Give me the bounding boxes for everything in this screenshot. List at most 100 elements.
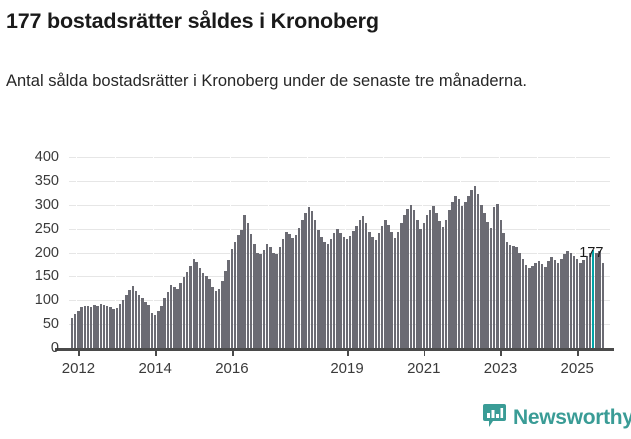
y-axis-tick-label: 150 xyxy=(34,268,59,285)
bar xyxy=(527,267,531,348)
bar xyxy=(99,304,103,348)
year-separator xyxy=(306,157,308,348)
bar xyxy=(400,222,403,348)
x-axis-tick-label: 2019 xyxy=(330,360,364,377)
bar xyxy=(77,310,80,348)
bar xyxy=(201,272,205,348)
bar xyxy=(208,279,211,348)
bar xyxy=(377,233,381,348)
bar xyxy=(585,256,589,348)
bar xyxy=(486,221,489,348)
bar xyxy=(195,262,198,348)
bar xyxy=(86,305,90,348)
bar xyxy=(70,318,74,348)
bar xyxy=(511,245,515,348)
bar xyxy=(464,201,467,348)
year-separator xyxy=(421,157,423,348)
bar xyxy=(457,199,461,348)
x-axis-tick-label: 2023 xyxy=(483,360,518,377)
bar xyxy=(323,242,326,348)
x-axis-tick xyxy=(155,350,157,356)
year-separator xyxy=(345,157,346,348)
bar xyxy=(496,203,499,348)
bar xyxy=(137,294,141,348)
x-axis-tick xyxy=(500,350,503,356)
bar xyxy=(422,222,426,348)
bar xyxy=(89,306,93,348)
bar xyxy=(307,206,310,348)
y-axis-tick-label: 0 xyxy=(50,340,59,356)
bar xyxy=(185,271,189,348)
newsworthy-logo[interactable]: Newsworthy xyxy=(483,404,631,430)
x-axis-tick xyxy=(231,350,234,356)
y-axis-tick-label: 300 xyxy=(34,196,59,213)
bar xyxy=(467,196,470,348)
bar xyxy=(93,305,96,348)
bar xyxy=(237,235,240,348)
plot-area xyxy=(69,157,610,348)
bar xyxy=(518,253,521,348)
bar xyxy=(569,252,573,348)
bar xyxy=(428,209,432,348)
bar xyxy=(163,298,167,348)
bar xyxy=(192,259,195,348)
bar xyxy=(253,243,256,348)
bar xyxy=(515,246,518,348)
bar xyxy=(198,267,202,348)
bar xyxy=(281,239,285,348)
bar xyxy=(115,307,119,348)
year-separator xyxy=(536,157,538,348)
y-axis-tick-label: 350 xyxy=(34,172,59,189)
bar xyxy=(224,270,227,348)
bar xyxy=(102,305,106,348)
bar xyxy=(227,260,230,348)
year-separator xyxy=(229,157,231,348)
bar xyxy=(310,211,314,348)
y-axis-tick-label: 250 xyxy=(34,220,59,237)
gridline xyxy=(69,180,610,182)
bar xyxy=(147,305,151,348)
y-axis-tick-label: 50 xyxy=(42,316,59,333)
bar xyxy=(316,229,320,348)
bar xyxy=(320,237,323,348)
bar xyxy=(582,260,585,348)
bar xyxy=(205,276,208,348)
bar xyxy=(176,288,179,348)
bar xyxy=(601,263,605,348)
bar xyxy=(547,261,550,348)
bar xyxy=(249,234,253,348)
bar xyxy=(272,252,275,348)
bar xyxy=(403,215,406,348)
bar xyxy=(336,228,339,348)
x-axis-line xyxy=(55,348,614,351)
bar xyxy=(109,306,112,348)
gridline xyxy=(69,157,610,158)
bar xyxy=(470,190,473,348)
bar xyxy=(153,314,157,348)
bar xyxy=(182,277,186,348)
bar xyxy=(128,289,131,348)
bar xyxy=(387,224,390,348)
x-axis-tick-label: 2014 xyxy=(138,360,172,377)
bar xyxy=(259,254,262,348)
bar xyxy=(262,249,266,348)
bar xyxy=(345,239,349,348)
bar xyxy=(361,216,365,348)
bar xyxy=(435,213,438,348)
year-separator xyxy=(76,157,78,348)
bar xyxy=(173,286,176,348)
year-separator xyxy=(191,157,193,348)
bar xyxy=(246,222,250,348)
y-axis-tick-label: 200 xyxy=(34,244,59,261)
bar-chart-bubble-icon xyxy=(483,404,506,430)
bar xyxy=(240,229,243,348)
bar xyxy=(502,233,505,348)
bar xyxy=(150,312,154,348)
year-separator xyxy=(153,157,155,348)
bar xyxy=(591,249,595,348)
bar xyxy=(579,263,582,348)
highlight-value-label: 177 xyxy=(579,245,604,262)
bar xyxy=(332,233,336,348)
bar xyxy=(313,220,317,348)
bar xyxy=(540,263,544,348)
